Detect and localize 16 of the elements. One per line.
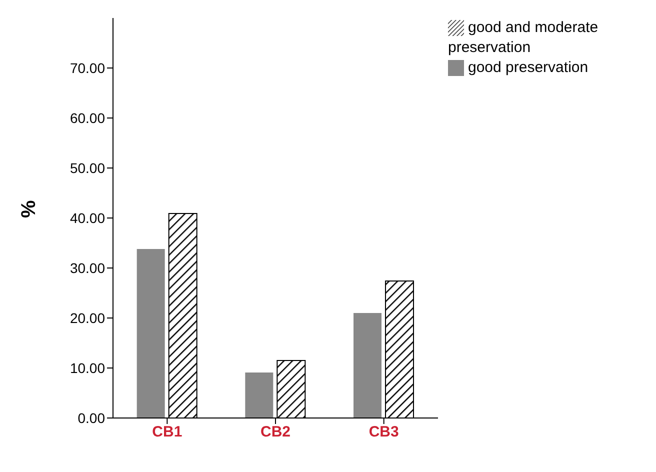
- bar: [354, 313, 382, 418]
- y-tick-label: 40.00: [70, 210, 106, 226]
- x-tick-label: CB2: [260, 424, 291, 441]
- y-tick-label: 60.00: [70, 110, 106, 126]
- y-tick-label: 50.00: [70, 160, 106, 176]
- y-tick-label: 20.00: [70, 310, 106, 326]
- x-tick-label: CB1: [152, 424, 182, 441]
- bar: [245, 372, 274, 418]
- legend-label: good preservation: [468, 59, 588, 76]
- y-axis-title: %: [18, 200, 40, 218]
- y-tick-label: 0.00: [78, 410, 106, 426]
- bar: [136, 249, 165, 418]
- y-tick-label: 30.00: [70, 260, 106, 276]
- x-tick-label: CB3: [368, 424, 399, 441]
- y-tick-label: 70.00: [70, 60, 106, 76]
- y-tick-label: 10.00: [70, 360, 106, 376]
